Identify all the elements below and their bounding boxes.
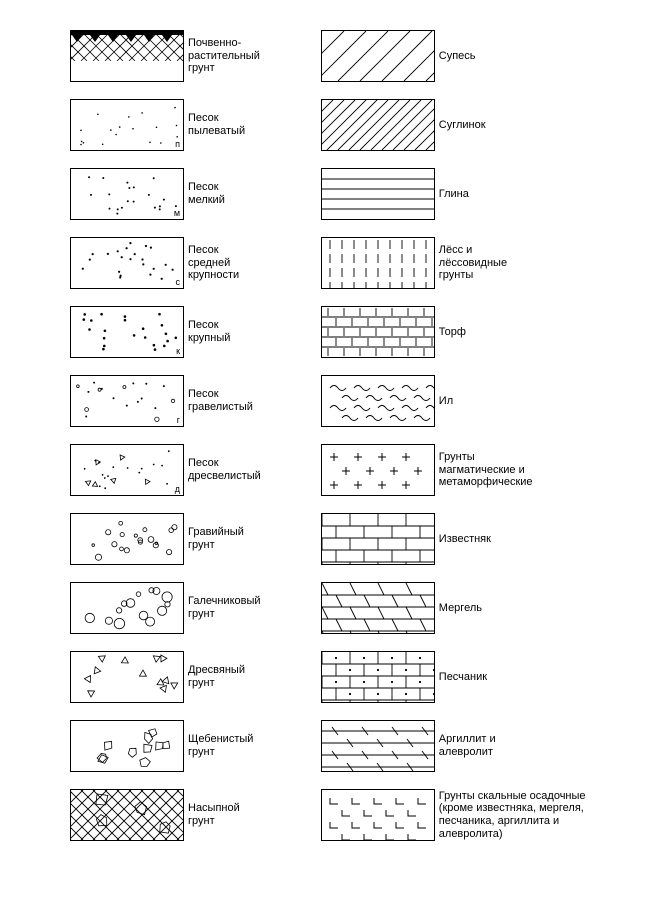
legend-swatch: п (70, 99, 184, 151)
legend-row: Мергель (321, 582, 586, 634)
legend-column-right: Супесь Суглинок Глина Лёсс и лёссовидные гр… (321, 30, 586, 841)
legend-label: Песок мелкий (188, 181, 225, 206)
swatch-corner-letter: г (177, 415, 180, 425)
legend-swatch (321, 651, 435, 703)
legend-row: Щебенистый грунт (70, 720, 261, 772)
legend-swatch (321, 444, 435, 496)
swatch-corner-letter: к (176, 346, 180, 356)
legend-row: Суглинок (321, 99, 586, 151)
legend-label: Мергель (439, 602, 482, 615)
legend-row: г Песок гравелистый (70, 375, 261, 427)
legend-label: Супесь (439, 50, 476, 63)
legend-swatch (70, 651, 184, 703)
legend-swatch (70, 582, 184, 634)
legend-swatch (321, 306, 435, 358)
legend-swatch (321, 789, 435, 841)
legend-swatch (321, 30, 435, 82)
legend-label: Насыпной грунт (188, 802, 240, 827)
legend-label: Песок гравелистый (188, 388, 253, 413)
legend-label: Аргиллит и алевролит (439, 733, 496, 758)
legend-swatch (321, 720, 435, 772)
legend-swatch: г (70, 375, 184, 427)
legend-label: Песок крупный (188, 319, 230, 344)
legend-label: Песок дресвелистый (188, 457, 261, 482)
legend-swatch: д (70, 444, 184, 496)
legend-row: п Песок пылеватый (70, 99, 261, 151)
legend-row: Торф (321, 306, 586, 358)
legend-row: Супесь (321, 30, 586, 82)
legend-label: Ил (439, 395, 453, 408)
legend-swatch (321, 582, 435, 634)
legend-label: Лёсс и лёссовидные грунты (439, 244, 507, 282)
legend-swatch (70, 513, 184, 565)
legend-row: Грунты скальные осадочные (кроме известн… (321, 789, 586, 841)
legend-row: к Песок крупный (70, 306, 261, 358)
legend-row: Грунты магматические и метаморфические (321, 444, 586, 496)
legend-row: Песчаник (321, 651, 586, 703)
legend-swatch (321, 513, 435, 565)
legend-swatch (321, 99, 435, 151)
swatch-corner-letter: д (175, 484, 180, 494)
legend-swatch: м (70, 168, 184, 220)
legend-label: Песок пылеватый (188, 112, 245, 137)
legend-label: Песчаник (439, 671, 487, 684)
legend-row: Глина (321, 168, 586, 220)
legend-row: Аргиллит и алевролит (321, 720, 586, 772)
legend-label: Почвенно- растительный грунт (188, 37, 260, 75)
legend-swatch (70, 789, 184, 841)
legend-label: Грунты скальные осадочные (кроме известн… (439, 790, 586, 841)
legend-swatch (321, 168, 435, 220)
legend-swatch (321, 375, 435, 427)
swatch-corner-letter: с (176, 277, 181, 287)
legend-row: Почвенно- растительный грунт (70, 30, 261, 82)
legend-container: Почвенно- растительный грунт п Песок пылев… (0, 0, 651, 871)
legend-row: Известняк (321, 513, 586, 565)
legend-row: с Песок средней крупности (70, 237, 261, 289)
legend-label: Известняк (439, 533, 491, 546)
legend-label: Галечниковый грунт (188, 595, 261, 620)
legend-swatch (70, 30, 184, 82)
legend-label: Щебенистый грунт (188, 733, 253, 758)
swatch-corner-letter: п (175, 139, 180, 149)
legend-row: Ил (321, 375, 586, 427)
legend-label: Песок средней крупности (188, 244, 239, 282)
legend-row: Лёсс и лёссовидные грунты (321, 237, 586, 289)
legend-label: Торф (439, 326, 466, 339)
legend-column-left: Почвенно- растительный грунт п Песок пылев… (70, 30, 261, 841)
legend-swatch: к (70, 306, 184, 358)
legend-label: Суглинок (439, 119, 486, 132)
legend-swatch: с (70, 237, 184, 289)
legend-label: Глина (439, 188, 469, 201)
legend-row: м Песок мелкий (70, 168, 261, 220)
legend-label: Дресвяный грунт (188, 664, 245, 689)
legend-label: Гравийный грунт (188, 526, 244, 551)
legend-swatch (70, 720, 184, 772)
legend-row: д Песок дресвелистый (70, 444, 261, 496)
legend-row: Дресвяный грунт (70, 651, 261, 703)
swatch-corner-letter: м (174, 208, 180, 218)
legend-row: Галечниковый грунт (70, 582, 261, 634)
legend-swatch (321, 237, 435, 289)
legend-row: Насыпной грунт (70, 789, 261, 841)
legend-row: Гравийный грунт (70, 513, 261, 565)
legend-label: Грунты магматические и метаморфические (439, 451, 533, 489)
